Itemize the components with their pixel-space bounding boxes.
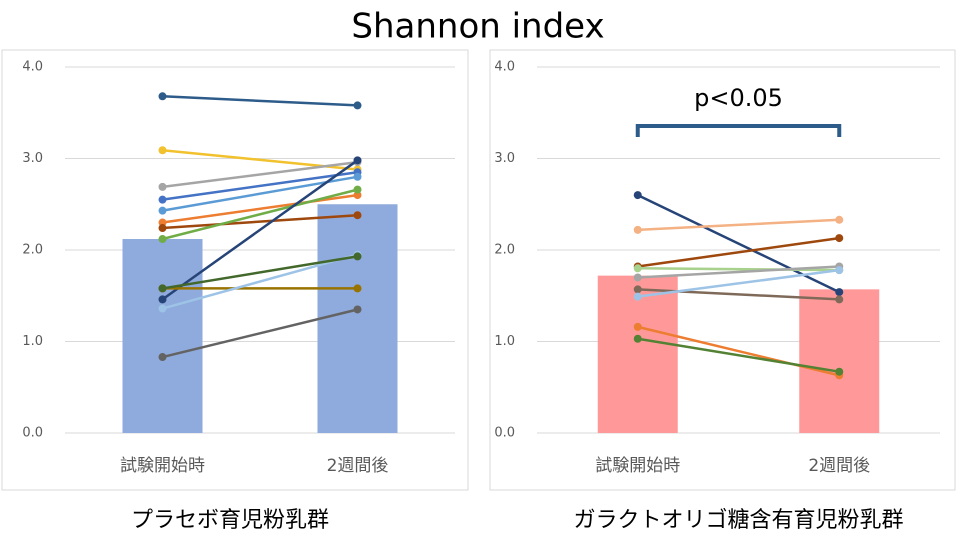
x-tick-label: 2週間後 <box>327 456 389 476</box>
point <box>835 266 844 275</box>
series-line <box>637 265 840 279</box>
y-tick-label: 3.0 <box>494 151 515 166</box>
point <box>633 191 642 200</box>
point <box>353 305 362 314</box>
bar <box>122 239 203 433</box>
y-tick-label: 3.0 <box>22 151 43 166</box>
point <box>158 304 167 313</box>
point <box>353 211 362 220</box>
series-line <box>161 159 359 301</box>
series-line <box>162 193 358 224</box>
y-tick-label: 2.0 <box>494 243 515 258</box>
point <box>158 353 167 362</box>
point <box>158 92 167 101</box>
series-line <box>162 95 358 107</box>
x-axis-title: ガラクトオリゴ糖含有育児粉乳群 <box>573 508 903 533</box>
point <box>835 234 844 243</box>
bar <box>597 275 678 433</box>
series-line <box>162 160 358 189</box>
point <box>353 284 362 293</box>
point <box>835 367 844 376</box>
x-tick-label: 試験開始時 <box>595 456 680 476</box>
series-line <box>162 308 358 359</box>
point <box>158 235 167 244</box>
point <box>633 322 642 331</box>
point <box>353 252 362 261</box>
series-line <box>162 253 358 310</box>
point <box>158 218 167 227</box>
series-line <box>637 193 840 294</box>
x-axis-title: プラセボ育児粉乳群 <box>131 508 329 533</box>
point <box>633 225 642 234</box>
point <box>633 273 642 282</box>
y-tick-label: 0.0 <box>494 426 515 441</box>
point <box>835 288 844 297</box>
series-line <box>637 268 840 298</box>
point <box>158 295 167 304</box>
panel-border <box>1 49 469 491</box>
y-tick-label: 4.0 <box>22 60 43 75</box>
point <box>353 185 362 194</box>
point <box>353 156 362 165</box>
series-line <box>637 236 840 268</box>
panel-border <box>489 49 956 491</box>
chart-title: Shannon index <box>351 7 604 47</box>
point <box>633 334 642 343</box>
point <box>353 101 362 110</box>
series-line <box>162 170 358 201</box>
point <box>633 285 642 294</box>
point <box>353 172 362 181</box>
point <box>633 264 642 273</box>
point <box>158 206 167 215</box>
bar <box>799 289 880 433</box>
x-tick-label: 試験開始時 <box>120 456 205 476</box>
y-tick-label: 4.0 <box>494 60 515 75</box>
point <box>158 146 167 155</box>
annotation: p<0.05 <box>694 84 783 112</box>
point <box>835 295 844 304</box>
y-tick-label: 1.0 <box>22 334 43 349</box>
x-tick-label: 2週間後 <box>808 456 870 476</box>
series-line <box>637 218 840 232</box>
point <box>353 191 362 200</box>
point <box>633 292 642 301</box>
y-tick-label: 0.0 <box>22 426 43 441</box>
series-line <box>162 255 358 290</box>
point <box>158 284 167 293</box>
point <box>835 215 844 224</box>
series-line <box>637 337 840 373</box>
point <box>158 224 167 233</box>
series-line <box>637 267 840 272</box>
point <box>158 182 167 191</box>
y-tick-label: 2.0 <box>22 243 43 258</box>
series-line <box>162 188 358 241</box>
y-tick-label: 1.0 <box>494 334 515 349</box>
significance-bracket <box>635 124 842 137</box>
bar <box>317 204 398 433</box>
series-line <box>162 213 358 230</box>
point <box>158 195 167 204</box>
